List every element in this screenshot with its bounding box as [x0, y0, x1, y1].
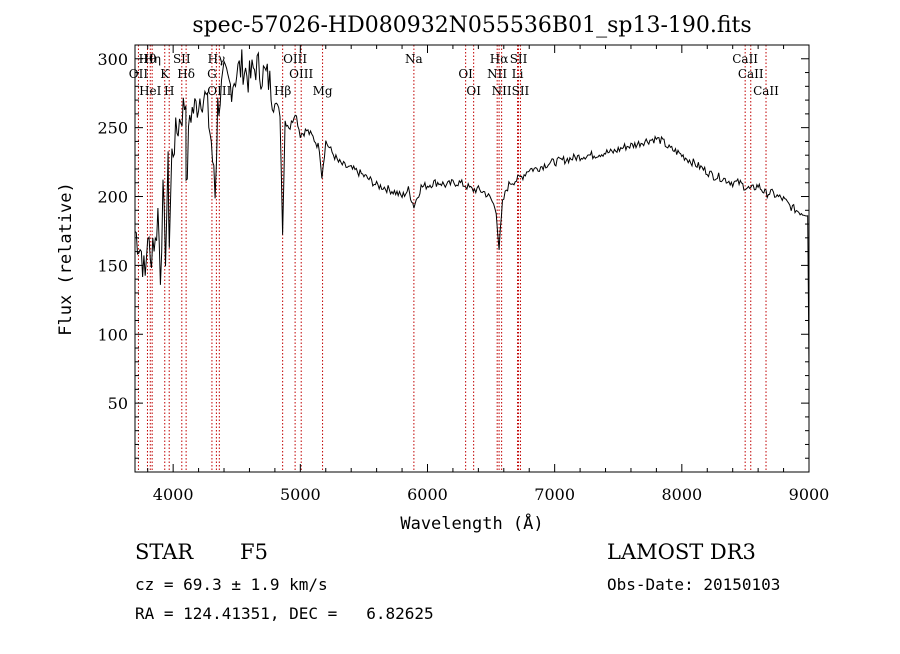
spectrum-series-line [134, 49, 810, 376]
marker-label: Mg [313, 84, 333, 98]
marker-label: Hθ [139, 52, 157, 66]
marker-label: Na [405, 52, 423, 66]
marker-label: Hη [143, 52, 161, 66]
marker-label: Hα [490, 52, 509, 66]
marker-label: G [207, 67, 217, 81]
marker-label: CaII [738, 67, 764, 81]
redshift-info: cz = 69.3 ± 1.9 km/s [135, 575, 328, 594]
y-axis-label: Flux (relative) [56, 182, 76, 336]
marker-label: OIII [207, 84, 231, 98]
marker-label: SII [510, 52, 528, 66]
x-tick-label: 4000 [153, 485, 194, 504]
x-tick-label: 8000 [661, 485, 702, 504]
marker-label: OI [458, 67, 473, 81]
marker-label: Li [512, 67, 524, 81]
marker-label: NII [487, 67, 507, 81]
marker-label: Hδ [177, 67, 195, 81]
marker-label: OI [466, 84, 481, 98]
marker-label: OIII [289, 67, 313, 81]
marker-label: H [164, 84, 174, 98]
survey-name: LAMOST DR3 [607, 540, 756, 564]
spectral-line-markers [137, 45, 767, 472]
marker-label: OII [129, 67, 149, 81]
marker-label: NII [492, 84, 512, 98]
marker-label: SII [173, 52, 191, 66]
x-tick-label: 7000 [534, 485, 575, 504]
marker-label: HeI [139, 84, 162, 98]
marker-label: Hγ [208, 52, 226, 66]
y-tick-label: 50 [108, 394, 128, 413]
spectral-class: F5 [240, 540, 268, 564]
y-tick-label: 100 [97, 325, 128, 344]
x-axis: 4000 5000 6000 7000 8000 9000 [147, 45, 830, 504]
x-tick-label: 6000 [407, 485, 448, 504]
obs-date: Obs-Date: 20150103 [607, 575, 780, 594]
marker-label: SII [512, 84, 530, 98]
marker-label: OIII [283, 52, 307, 66]
marker-label: CaII [753, 84, 779, 98]
y-tick-label: 150 [97, 256, 128, 275]
marker-label: Hβ [274, 84, 291, 98]
chart-title: spec-57026-HD080932N055536B01_sp13-190.f… [192, 13, 751, 38]
x-axis-label: Wavelength (Å) [400, 512, 543, 534]
spectral-line-labels: HθOIIHeIHηKHSIIHδOIIIHγGHβOIIIOIIIMgNaOI… [129, 52, 779, 98]
y-axis: 50 100 150 200 250 300 [97, 50, 809, 459]
x-tick-label: 9000 [789, 485, 830, 504]
y-tick-label: 300 [97, 50, 128, 69]
object-type: STAR [135, 540, 194, 564]
plot-frame [134, 44, 810, 473]
marker-label: CaII [732, 52, 758, 66]
y-tick-label: 250 [97, 119, 128, 138]
x-tick-label: 5000 [280, 485, 321, 504]
marker-label: K [160, 67, 170, 81]
y-tick-label: 200 [97, 188, 128, 207]
radec-info: RA = 124.41351, DEC = 6.82625 [135, 604, 434, 623]
